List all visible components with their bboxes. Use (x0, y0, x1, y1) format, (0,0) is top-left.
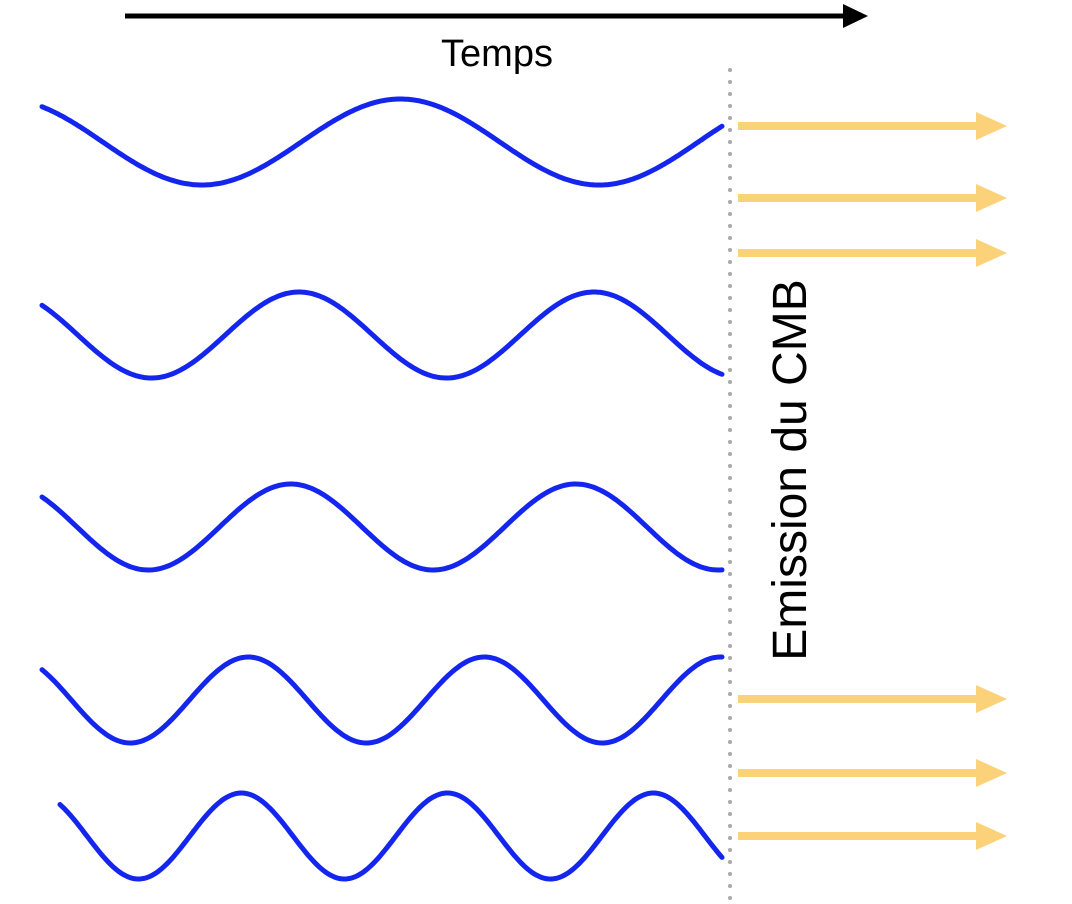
photon-arrow-5 (738, 759, 1007, 787)
time-axis-label: Temps (441, 33, 553, 75)
photon-arrow-6 (738, 822, 1007, 850)
emission-label: Emission du CMB (764, 279, 817, 660)
photon-arrow-head (976, 112, 1007, 140)
photon-arrow-4 (738, 685, 1007, 713)
photon-arrow-head (976, 239, 1007, 267)
time-axis: Temps (125, 4, 868, 75)
photon-arrow-head (976, 822, 1007, 850)
photon-arrows-group (738, 112, 1007, 850)
waves-group (39, 96, 725, 882)
time-axis-arrowhead (843, 4, 868, 28)
wave-1 (39, 96, 725, 188)
photon-arrow-head (976, 184, 1007, 212)
wave-3 (39, 481, 725, 573)
photon-arrow-1 (738, 112, 1007, 140)
wave-4 (39, 654, 725, 746)
wave-5 (57, 790, 725, 882)
wave-2 (39, 289, 725, 381)
photon-arrow-2 (738, 184, 1007, 212)
emission-line: Emission du CMB (728, 68, 817, 904)
photon-arrow-3 (738, 239, 1007, 267)
photon-arrow-head (976, 685, 1007, 713)
photon-arrow-head (976, 759, 1007, 787)
